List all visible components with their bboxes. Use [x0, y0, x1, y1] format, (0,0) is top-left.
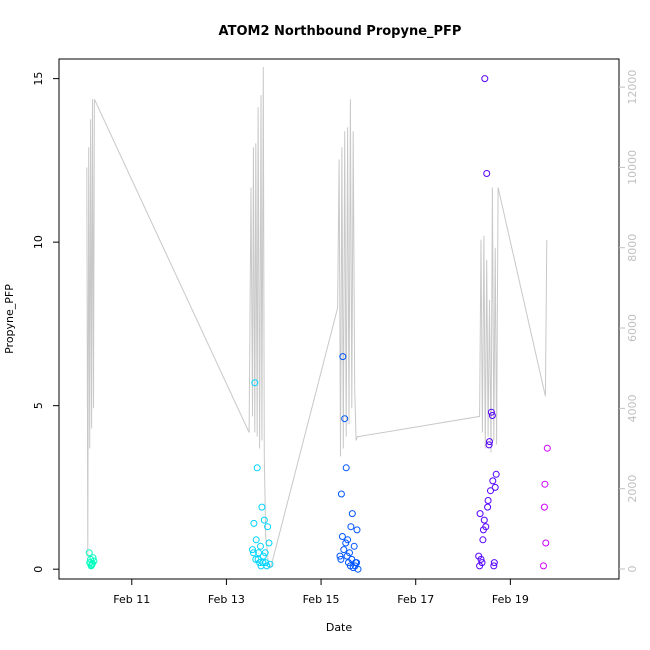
- data-point: [340, 546, 348, 554]
- data-point: [252, 536, 260, 544]
- y2-tick-label: 2000: [626, 475, 639, 503]
- data-point: [483, 170, 491, 177]
- data-point: [342, 539, 350, 547]
- series-points-layer: [85, 75, 551, 573]
- data-point: [349, 564, 357, 572]
- data-point: [476, 510, 484, 518]
- y-tick-label: 0: [32, 566, 45, 573]
- y-tick-label: 15: [32, 72, 45, 86]
- data-point: [487, 487, 494, 495]
- series-line-layer: [86, 66, 548, 569]
- data-point: [339, 353, 347, 361]
- data-point: [260, 516, 268, 524]
- data-point: [259, 559, 267, 567]
- data-point: [479, 536, 487, 544]
- data-point: [265, 539, 273, 547]
- data-point: [266, 560, 274, 568]
- data-point: [254, 555, 262, 563]
- data-point: [348, 510, 356, 518]
- data-point: [484, 503, 492, 511]
- data-point: [89, 559, 96, 567]
- y-tick-label: 5: [32, 402, 45, 409]
- y-axis-label: Propyne_PFP: [3, 284, 16, 354]
- data-point: [487, 408, 495, 416]
- data-point: [86, 559, 94, 567]
- y2-tick-label: 4000: [626, 394, 639, 422]
- data-point: [347, 523, 355, 531]
- data-point: [257, 542, 264, 550]
- data-point: [540, 503, 548, 511]
- y2-tick-label: 10000: [626, 150, 639, 185]
- data-point: [261, 549, 269, 557]
- data-point: [350, 542, 358, 550]
- x-axis: Feb 11 Feb 13 Feb 15 Feb 17 Feb 19: [113, 579, 529, 606]
- data-point: [540, 562, 547, 570]
- data-point: [262, 559, 270, 567]
- data-point: [542, 539, 550, 547]
- data-point: [543, 444, 551, 452]
- x-tick-label: Feb 15: [303, 593, 340, 606]
- data-point: [250, 519, 258, 527]
- x-tick-label: Feb 13: [208, 593, 245, 606]
- x-tick-label: Feb 19: [492, 593, 529, 606]
- data-point: [249, 549, 257, 557]
- data-point: [85, 549, 93, 557]
- data-point: [485, 441, 493, 449]
- data-point: [489, 477, 497, 485]
- y2-tick-label: 6000: [626, 314, 639, 342]
- data-point: [354, 565, 362, 573]
- x-tick-label: Feb 11: [113, 593, 150, 606]
- data-point: [482, 523, 490, 531]
- data-point: [486, 438, 493, 446]
- data-point: [249, 546, 256, 554]
- y-tick-label: 10: [32, 235, 45, 249]
- data-point: [353, 526, 361, 534]
- data-point: [258, 503, 266, 511]
- data-point: [253, 464, 261, 472]
- y2-tick-label: 8000: [626, 234, 639, 262]
- data-point: [490, 562, 498, 570]
- data-point: [251, 379, 259, 387]
- data-point: [484, 497, 492, 504]
- data-point: [336, 552, 344, 560]
- data-point: [338, 533, 346, 540]
- y2-tick-label: 0: [626, 565, 639, 572]
- data-point: [255, 549, 263, 557]
- data-point: [480, 516, 488, 524]
- data-point: [481, 75, 489, 83]
- data-point: [491, 483, 499, 491]
- data-point: [492, 470, 500, 478]
- series-line: [86, 66, 548, 569]
- data-point: [353, 559, 361, 567]
- data-point: [477, 555, 485, 563]
- data-point: [488, 412, 496, 419]
- plot-frame: [58, 58, 620, 580]
- y2-tick-label: 12000: [626, 70, 639, 105]
- data-point: [476, 562, 484, 570]
- chart-title: ATOM2 Northbound Propyne_PFP: [219, 24, 462, 39]
- x-tick-label: Feb 17: [397, 593, 434, 606]
- data-point: [343, 552, 351, 560]
- data-point: [337, 555, 345, 563]
- data-point: [541, 480, 549, 488]
- data-point: [348, 555, 356, 563]
- data-point: [264, 523, 272, 531]
- data-point: [337, 490, 345, 498]
- data-point: [341, 415, 349, 423]
- data-point: [490, 559, 498, 567]
- y-axis-left: 0 5 10 15: [32, 72, 59, 573]
- data-point: [342, 464, 350, 472]
- x-axis-label: Date: [326, 621, 353, 634]
- y-axis-right: 0 2000 4000 6000 8000 10000 12000: [619, 70, 639, 572]
